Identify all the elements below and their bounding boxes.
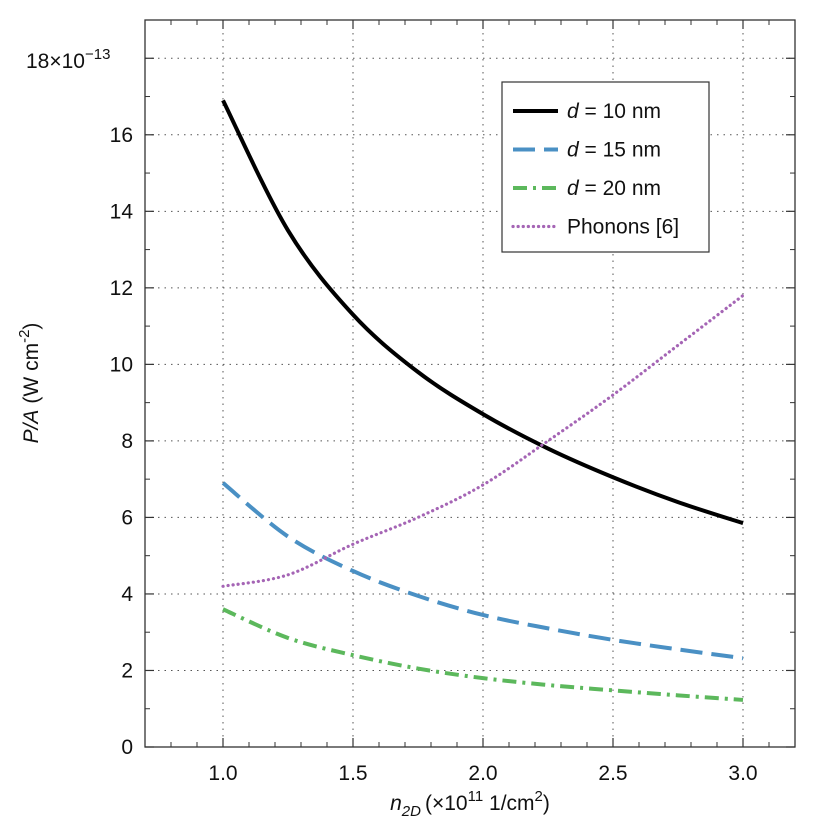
x-axis-unit-exp: 2 <box>535 788 543 805</box>
y-tick-label: 4 <box>121 583 133 606</box>
y-tick-label: 8 <box>121 430 133 453</box>
grid <box>145 20 795 747</box>
x-axis-var: n <box>390 792 402 815</box>
series-line-d10 <box>221 99 744 526</box>
y-multiplier-exp: −13 <box>85 46 110 63</box>
x-tick-label: 1.5 <box>338 762 367 785</box>
legend-label: d = 15 nm <box>567 139 661 162</box>
x-tick-label: 2.0 <box>468 762 497 785</box>
series-line-d15 <box>221 481 744 661</box>
tick-labels: 1.0 1.5 2.0 2.5 3.0 0 2 4 6 8 10 12 14 16 <box>110 124 758 785</box>
legend-label: Phonons [6] <box>567 216 679 239</box>
x-axis-unit-tail: 1/cm <box>483 792 534 815</box>
x-axis-title: n2D (×1011 1/cm2) <box>390 788 550 820</box>
y-tick-label: 6 <box>121 506 133 529</box>
y-tick-label: 2 <box>121 659 133 682</box>
series-layer <box>221 99 745 702</box>
y-multiplier-base: 18×10 <box>26 50 85 73</box>
y-tick-label: 14 <box>110 200 134 223</box>
legend-label: d = 20 nm <box>567 177 661 200</box>
y-multiplier: 18×10−13 <box>26 46 110 73</box>
y-axis-close: ) <box>20 323 43 330</box>
y-tick-label: 16 <box>110 124 133 147</box>
x-axis-exp: 11 <box>468 788 484 805</box>
y-tick-label: 12 <box>110 277 133 300</box>
plot-frame <box>144 19 796 748</box>
x-axis-close: ) <box>543 792 550 815</box>
y-axis-unit: (W cm <box>20 343 43 404</box>
y-axis-exp: -2 <box>16 330 33 343</box>
y-axis-title: P/A (W cm-2) <box>16 323 43 444</box>
x-tick-label: 1.0 <box>208 762 237 785</box>
x-tick-label: 3.0 <box>728 762 757 785</box>
x-axis-unit: (×10 <box>425 792 468 815</box>
series-line-d20 <box>222 607 744 702</box>
y-tick-label: 10 <box>110 353 133 376</box>
ticks <box>145 20 795 748</box>
y-tick-label: 0 <box>121 736 133 759</box>
legend: d = 10 nm d = 15 nm d = 20 nm Phonons [6] <box>501 81 710 253</box>
series-line-phonons <box>221 293 745 588</box>
x-axis-sub: 2D <box>401 803 421 820</box>
legend-label: d = 10 nm <box>567 100 661 123</box>
y-axis-var: P/A <box>20 410 43 444</box>
x-tick-label: 2.5 <box>598 762 627 785</box>
